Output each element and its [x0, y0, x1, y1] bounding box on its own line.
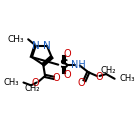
Text: O: O	[96, 72, 103, 82]
Text: O: O	[32, 77, 40, 87]
Text: N: N	[43, 41, 51, 51]
Text: N: N	[32, 41, 40, 51]
Text: CH₂: CH₂	[100, 66, 116, 75]
Text: O: O	[64, 70, 71, 80]
Text: NH: NH	[71, 60, 85, 70]
Text: CH₂: CH₂	[24, 84, 40, 93]
Text: O: O	[78, 78, 86, 88]
Text: CH₃: CH₃	[3, 78, 19, 87]
Text: CH₃: CH₃	[119, 74, 135, 83]
Text: CH₃: CH₃	[8, 35, 24, 44]
Text: O: O	[52, 73, 60, 83]
Text: O: O	[64, 49, 71, 59]
Text: S: S	[59, 58, 68, 71]
